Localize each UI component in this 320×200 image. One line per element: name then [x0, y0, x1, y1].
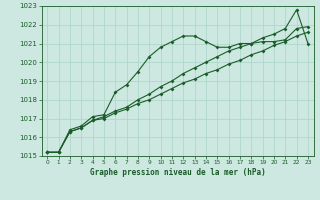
X-axis label: Graphe pression niveau de la mer (hPa): Graphe pression niveau de la mer (hPa) [90, 168, 266, 177]
